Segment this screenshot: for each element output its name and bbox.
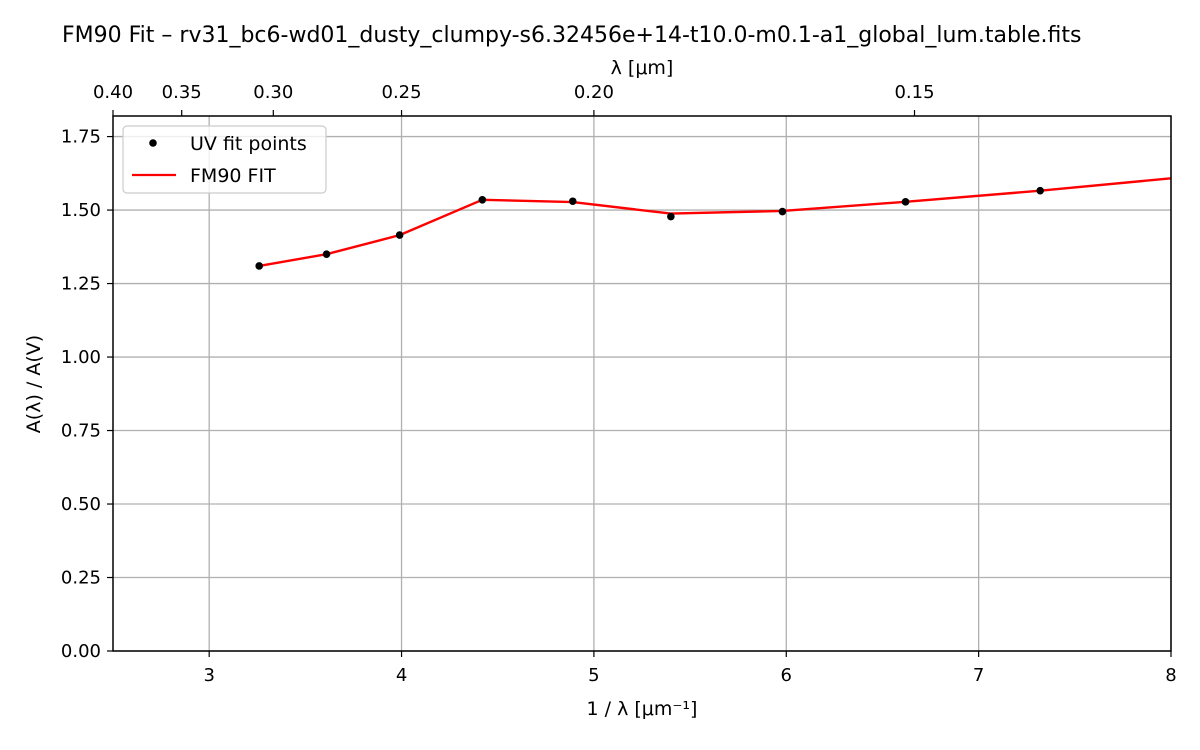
x-tick-label: 3 (203, 665, 214, 686)
top-x-tick-label: 0.35 (162, 82, 202, 103)
x-tick-label: 6 (781, 665, 792, 686)
uv-fit-point (901, 198, 910, 206)
legend-label-uv-fit-points: UV fit points (190, 133, 307, 155)
uv-fit-point (667, 212, 675, 221)
y-tick-label: 1.00 (61, 347, 101, 368)
axes: 3 4 5 6 7 8 0.00 0.25 0.50 0.75 1.00 1.25 1.50 1.75 0.… (61, 82, 1177, 686)
top-x-tick-label: 0.30 (253, 82, 293, 103)
y-tick-label: 1.75 (61, 127, 101, 148)
legend-marker-uv-fit-points (149, 139, 157, 147)
legend-label-fm90-fit: FM90 FIT (190, 165, 276, 187)
y-tick-label: 0.50 (61, 494, 101, 515)
legend: UV fit points FM90 FIT (122, 125, 327, 194)
x-tick-label: 8 (1165, 665, 1176, 686)
x-axis-label: 1 / λ [μm⁻¹] (587, 698, 698, 720)
top-x-axis-label: λ [μm] (611, 57, 674, 79)
y-tick-label: 1.25 (61, 274, 101, 295)
legend-box (122, 125, 327, 194)
y-tick-label: 0.75 (61, 421, 101, 442)
uv-fit-point (778, 207, 787, 216)
y-tick-label: 0.00 (61, 641, 101, 662)
x-tick-label: 4 (396, 665, 407, 686)
uv-fit-point (478, 195, 487, 204)
y-axis-label: A(λ) / A(V) (23, 335, 45, 433)
plot-frame (112, 115, 1172, 652)
fm90-fit-line (258, 177, 1172, 268)
y-tick-label: 1.50 (61, 200, 101, 221)
x-tick-label: 5 (588, 665, 599, 686)
uv-fit-point (568, 197, 577, 206)
top-x-tick-label: 0.40 (93, 82, 133, 103)
y-tick-label: 0.25 (61, 568, 101, 589)
top-x-tick-label: 0.25 (382, 82, 422, 103)
uv-fit-point (322, 250, 331, 258)
uv-fit-point (395, 231, 404, 239)
chart-title: FM90 Fit – rv31_bc6-wd01_dusty_clumpy-s6… (62, 23, 1082, 48)
top-x-tick-label: 0.20 (574, 82, 614, 103)
series-layer (255, 177, 1172, 270)
x-tick-label: 7 (973, 665, 984, 686)
top-x-tick-label: 0.15 (894, 82, 934, 103)
uv-fit-point (255, 262, 263, 270)
uv-fit-point (1036, 186, 1044, 195)
